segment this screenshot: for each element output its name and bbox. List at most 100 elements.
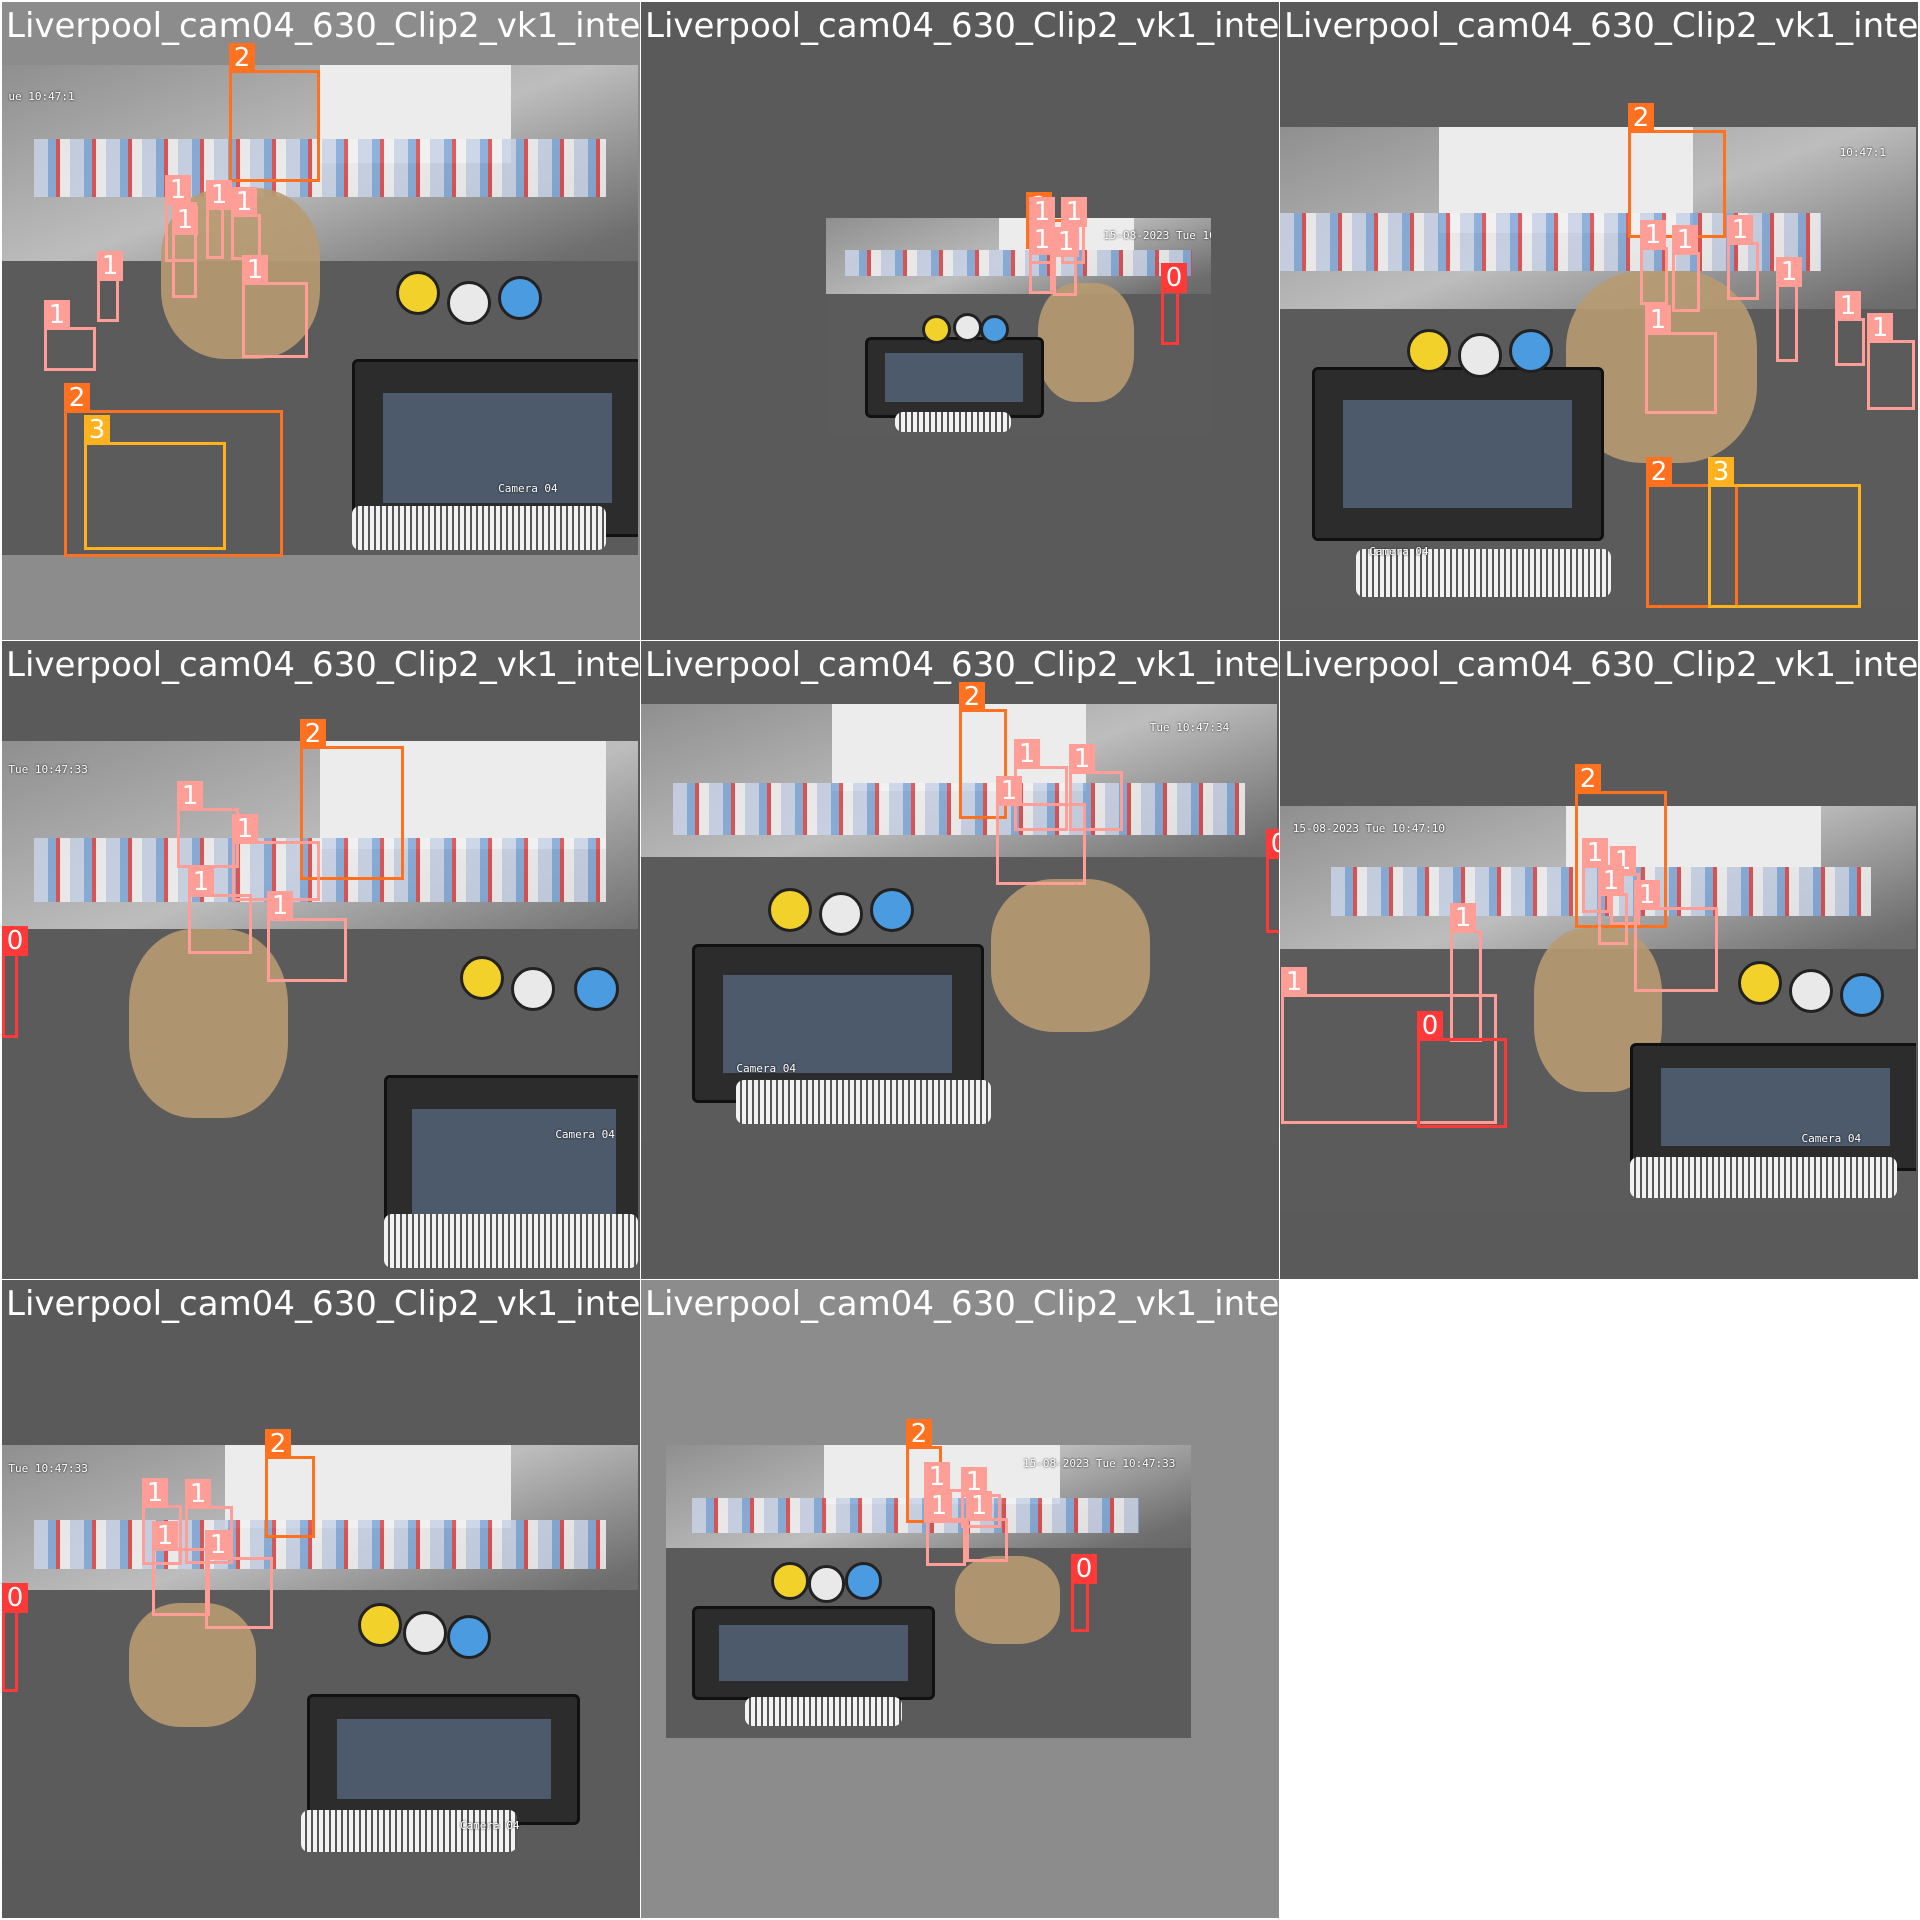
tile-title: Liverpool_cam04_630_Clip2_vk1_integrated <box>1284 6 1918 46</box>
camera-frame: 15-08-2023 Tue 10:47:33 <box>666 1445 1191 1738</box>
tile-title: Liverpool_cam04_630_Clip2_vk1_integrated <box>645 1284 1279 1324</box>
floor-mat <box>1037 282 1134 402</box>
detection-box: 1 <box>1640 220 1668 305</box>
detection-box: 1 <box>1598 866 1628 945</box>
detection-box: 1 <box>1645 305 1717 414</box>
detection-box: 0 <box>2 926 28 1038</box>
cash-register <box>307 1694 581 1825</box>
detection-class-label: 1 <box>188 867 214 897</box>
detection-class-label: 1 <box>966 1491 992 1521</box>
register-screen <box>336 1719 551 1800</box>
detection-box: 2 <box>229 43 320 182</box>
detection-class-label: 1 <box>1645 305 1671 335</box>
camera-label: Camera 04 <box>1801 1132 1862 1146</box>
detection-class-label: 2 <box>1628 103 1654 133</box>
detection-class-label: 1 <box>1835 291 1861 321</box>
register-vent <box>1356 549 1611 598</box>
detection-box: 1 <box>142 1478 182 1565</box>
drink-lid <box>980 315 1010 345</box>
window-glare <box>320 741 607 849</box>
detection-class-label: 1 <box>97 251 123 281</box>
detection-box: 2 <box>1575 764 1667 928</box>
floor-mat <box>954 1556 1060 1645</box>
drink-lid <box>459 956 505 1001</box>
camera-frame: 15-08-2023 Tue 10:47: <box>826 218 1211 434</box>
detection-class-label: 1 <box>242 255 268 285</box>
detection-class-label: 2 <box>229 43 255 73</box>
detection-box: 1 <box>1029 225 1055 294</box>
detection-class-label: 1 <box>1634 880 1660 910</box>
detection-class-label: 1 <box>1727 215 1753 245</box>
detection-class-label: 1 <box>1069 744 1095 774</box>
camera-label: Camera 04 <box>459 1818 520 1832</box>
drink-lid <box>1788 969 1833 1014</box>
camera-frame: Tue 10:47:33 Camera 04 <box>2 1445 638 1860</box>
floor-mat <box>129 1602 257 1728</box>
detection-class-label: 0 <box>1161 263 1187 293</box>
detection-box: 1 <box>1835 291 1865 366</box>
detection-box: 0 <box>1071 1554 1097 1632</box>
drink-lid <box>768 887 813 932</box>
drink-lid <box>574 966 619 1012</box>
detection-box: 1 <box>996 776 1086 885</box>
detection-class-label: 1 <box>1640 220 1666 250</box>
mosaic-tile: Tue 10:47:33 Camera 04 Liverpool_cam04_630… <box>2 641 640 1279</box>
drink-lid <box>1458 333 1503 378</box>
drink-lid <box>447 1615 492 1660</box>
detection-class-label: 1 <box>1029 197 1055 227</box>
detection-class-label: 1 <box>1053 227 1079 257</box>
register-vent <box>1629 1156 1897 1198</box>
product-shelf <box>692 1497 1139 1533</box>
drink-lid <box>869 887 915 932</box>
detection-box: 2 <box>64 383 283 557</box>
tile-title: Liverpool_cam04_630_Clip2_vk1_integrated <box>6 645 640 685</box>
drink-lid <box>498 275 543 320</box>
drink-lid <box>1839 973 1884 1018</box>
detection-class-label: 1 <box>152 1521 178 1551</box>
drink-lid <box>396 270 441 315</box>
mosaic-tile: 10:47:1 Camera 04 Liverpool_cam04_630_Clip… <box>1280 2 1918 640</box>
detection-class-label: 1 <box>1281 967 1307 997</box>
detection-class-label: 2 <box>959 682 985 712</box>
detection-class-label: 2 <box>64 383 90 413</box>
detection-class-label: 1 <box>44 300 70 330</box>
register-vent <box>736 1079 991 1124</box>
detection-class-label: 1 <box>1582 838 1608 868</box>
drink-lid <box>402 1611 447 1656</box>
drink-lid <box>1508 328 1554 373</box>
detection-box: 1 <box>231 187 261 260</box>
tile-title: Liverpool_cam04_630_Clip2_vk1_integrated <box>645 645 1279 685</box>
camera-label: Camera 04 <box>1369 544 1429 558</box>
detection-box: 1 <box>1727 215 1759 300</box>
tile-title: Liverpool_cam04_630_Clip2_vk1_integrated <box>6 1284 640 1324</box>
detection-class-label: 1 <box>1672 225 1698 255</box>
detection-class-label: 1 <box>1061 197 1087 227</box>
detection-box: 1 <box>188 867 252 954</box>
detection-class-label: 1 <box>185 1479 211 1509</box>
timestamp-overlay: Tue 10:47:33 <box>8 1461 88 1475</box>
mosaic-tile: 15-08-2023 Tue 10:47:10 Camera 04 Liverpoo… <box>1280 641 1918 1279</box>
tile-title: Liverpool_cam04_630_Clip2_vk1_integrated <box>645 6 1279 46</box>
register-screen <box>718 1624 908 1682</box>
detection-class-label: 1 <box>926 1491 952 1521</box>
camera-label: Camera 04 <box>555 1128 615 1142</box>
detection-box: 1 <box>1281 967 1497 1124</box>
timestamp-overlay: Tue 10:47:34 <box>1149 721 1230 735</box>
drink-lid <box>1407 328 1452 373</box>
mosaic-tile: 15-08-2023 Tue 10:47: Liverpool_cam04_630… <box>641 2 1279 640</box>
mosaic-tile: Tue 10:47:33 Camera 04 Liverpool_cam04_630… <box>2 1280 640 1918</box>
product-shelf <box>672 782 1246 836</box>
register-vent <box>300 1810 518 1852</box>
cash-register <box>692 1606 935 1701</box>
camera-frame: Tue 10:47:34 Camera 04 <box>641 704 1277 1141</box>
detection-class-label: 1 <box>924 1462 950 1492</box>
detection-box: 1 <box>205 1530 273 1629</box>
detection-box: 2 <box>265 1429 315 1538</box>
drink-lid <box>922 315 952 345</box>
detection-class-label: 3 <box>84 415 110 445</box>
floor-mat <box>990 878 1150 1032</box>
detection-class-label: 1 <box>142 1478 168 1508</box>
register-vent <box>383 1214 638 1269</box>
detection-class-label: 2 <box>265 1429 291 1459</box>
detection-box: 1 <box>1672 225 1700 312</box>
